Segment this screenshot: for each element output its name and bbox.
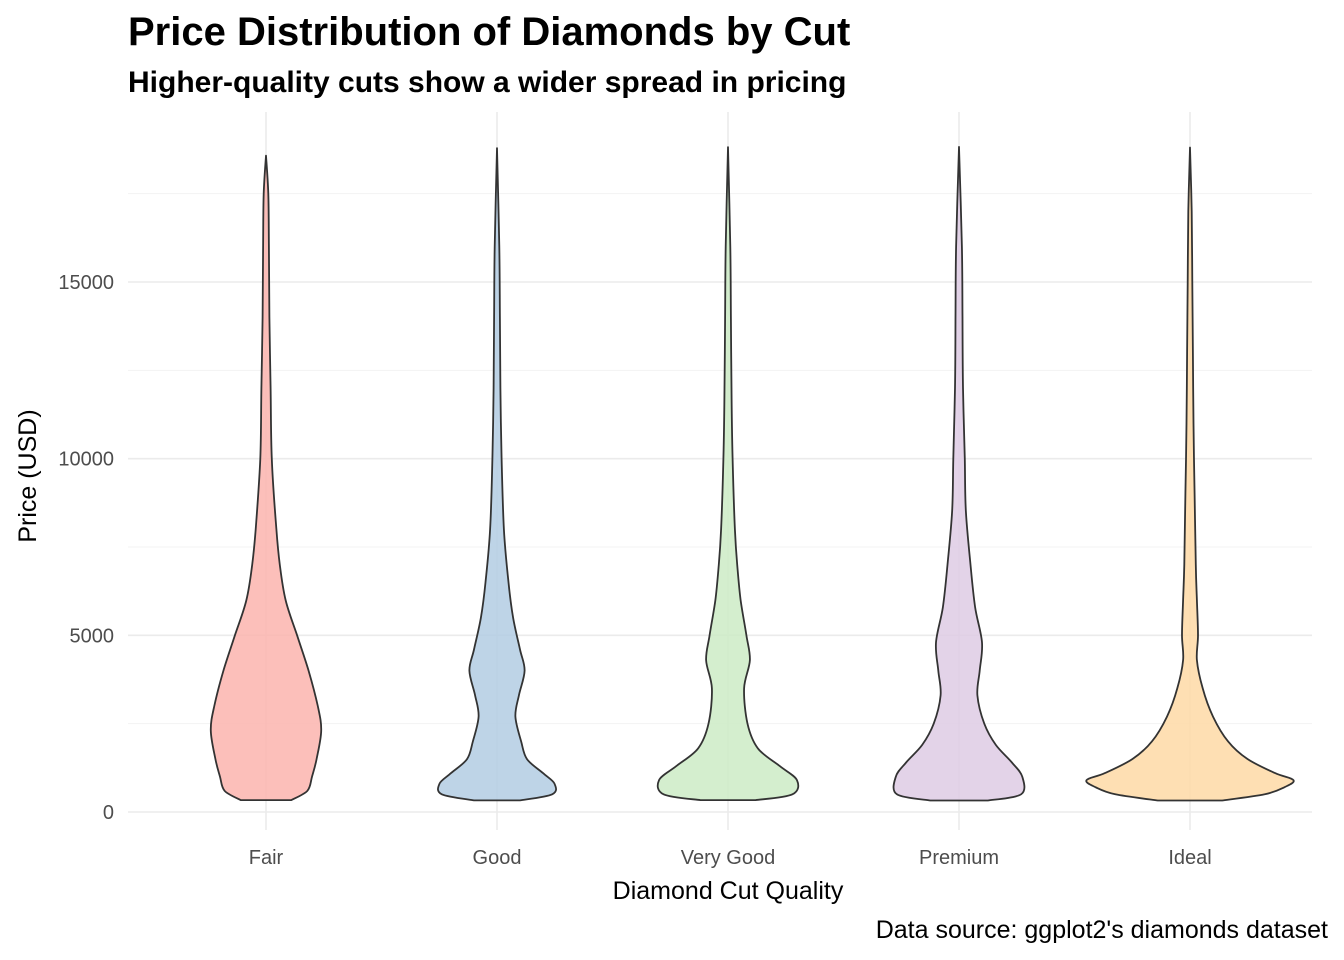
violin-fair: [209, 154, 323, 801]
violin-ideal: [1085, 146, 1295, 802]
y-tick-label: 15000: [58, 272, 114, 294]
violin-layer: [209, 146, 1295, 802]
violin-premium: [892, 146, 1026, 802]
y-axis-title: Price (USD): [14, 409, 42, 542]
x-tick-label: Good: [473, 847, 522, 869]
y-tick-label: 5000: [70, 625, 115, 647]
chart-caption: Data source: ggplot2's diamonds dataset: [875, 916, 1328, 944]
x-tick-label: Premium: [919, 847, 999, 869]
y-tick-label: 0: [103, 802, 114, 824]
chart-title: Price Distribution of Diamonds by Cut: [128, 10, 851, 54]
chart-subtitle: Higher-quality cuts show a wider spread …: [128, 66, 847, 99]
y-axis-ticks: 0 5000 10000 15000: [58, 272, 114, 824]
x-axis-ticks: Fair Good Very Good Premium Ideal: [249, 847, 1212, 869]
y-tick-label: 10000: [58, 449, 114, 471]
violin-very-good: [656, 146, 800, 801]
violin-good: [437, 147, 557, 802]
x-axis-title: Diamond Cut Quality: [613, 877, 844, 905]
x-tick-label: Fair: [249, 847, 284, 869]
x-tick-label: Very Good: [681, 847, 776, 869]
x-tick-label: Ideal: [1168, 847, 1211, 869]
